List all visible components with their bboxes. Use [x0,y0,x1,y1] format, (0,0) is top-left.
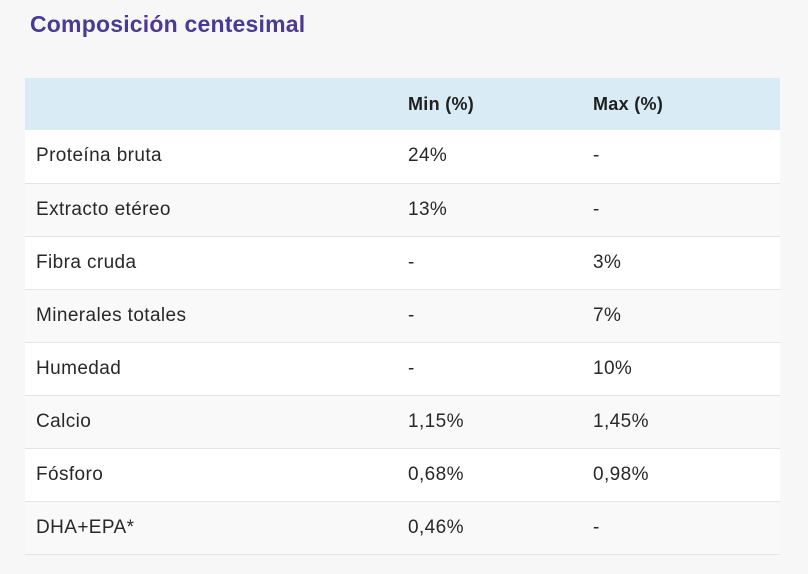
table-row: Fósforo 0,68% 0,98% [25,448,780,501]
row-max-value: 10% [593,357,633,379]
row-max-value: 0,98% [593,463,649,485]
row-label: Extracto etéreo [36,198,171,220]
row-label: Proteína bruta [36,145,163,167]
row-max-value: - [593,198,600,220]
row-max-value: 1,45% [593,410,649,432]
col-header-component [25,78,408,130]
table-row: Humedad - 10% [25,342,780,395]
table-row: Proteína bruta 24% - [25,130,780,183]
table-body: Proteína bruta 24% - Extracto etéreo 13% - Fib… [25,130,780,554]
row-label: Humedad [36,357,122,379]
row-label: DHA+EPA* [36,516,135,538]
row-label: Fibra cruda [36,251,137,273]
row-label: Fósforo [36,463,104,485]
table-header-row: Min (%) Max (%) [25,78,780,130]
table-row: Fibra cruda - 3% [25,236,780,289]
row-max-value: - [593,145,600,167]
row-max-value: - [593,516,600,538]
row-min-value: 0,68% [408,463,464,485]
row-label: Calcio [36,410,92,432]
table-row: Minerales totales - 7% [25,289,780,342]
row-min-value: 13% [408,198,448,220]
composition-table: Min (%) Max (%) Proteína bruta 24% - Extrac… [25,78,780,555]
table-row: Calcio 1,15% 1,45% [25,395,780,448]
row-min-value: - [408,304,415,326]
row-min-value: 24% [408,145,448,167]
row-max-value: 7% [593,304,622,326]
col-header-min: Min (%) [408,93,475,114]
table-row: Extracto etéreo 13% - [25,183,780,236]
row-min-value: - [408,251,415,273]
col-header-max: Max (%) [593,93,664,114]
row-min-value: 0,46% [408,516,464,538]
row-min-value: 1,15% [408,410,464,432]
page-title: Composición centesimal [30,11,306,37]
table-row: DHA+EPA* 0,46% - [25,501,780,554]
row-label: Minerales totales [36,304,187,326]
row-min-value: - [408,357,415,379]
row-max-value: 3% [593,251,622,273]
